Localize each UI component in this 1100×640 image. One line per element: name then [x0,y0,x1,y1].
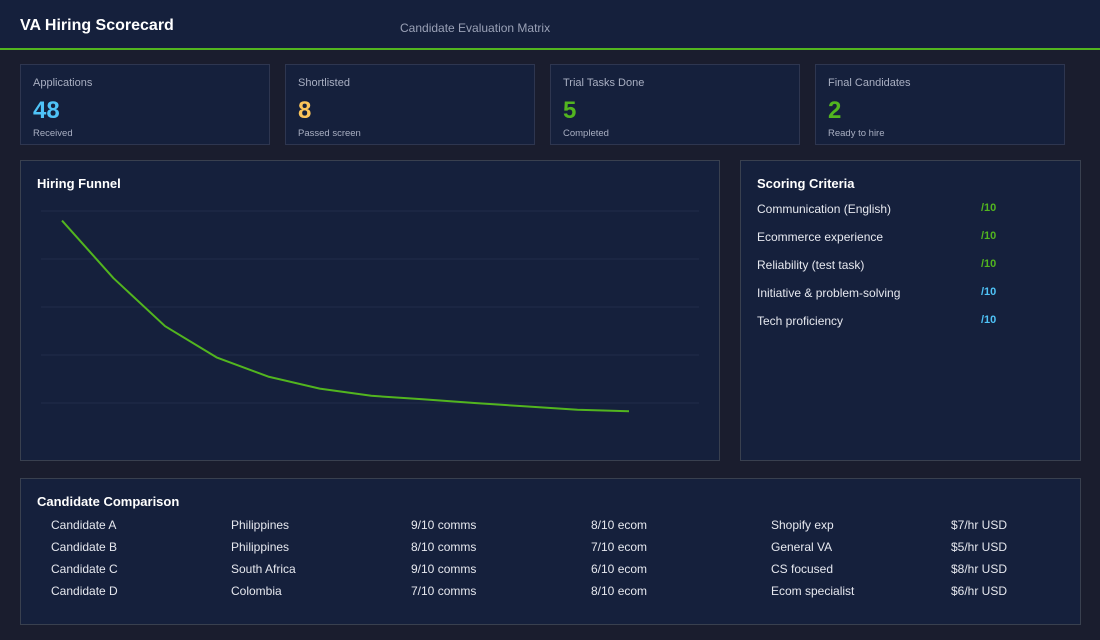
criteria-score: /10 [981,286,997,298]
candidate-comparison-panel: Candidate Comparison Candidate A Philipp… [20,478,1081,625]
funnel-title: Hiring Funnel [37,176,121,191]
candidate-ecom: 6/10 ecom [591,562,648,576]
comparison-title: Candidate Comparison [37,494,180,509]
kpi-value: 48 [33,97,60,124]
criteria-score: /10 [981,230,997,242]
kpi-label: Shortlisted [298,77,350,89]
kpi-card-shortlisted: Shortlisted 8 Passed screen [285,64,535,145]
candidate-comms: 7/10 comms [411,584,477,598]
criteria-score: /10 [981,314,997,326]
candidate-focus: Ecom specialist [771,584,855,598]
kpi-value: 8 [298,97,312,124]
scoring-criteria-panel: Scoring Criteria Communication (English)… [740,160,1081,461]
criteria-label: Communication (English) [757,202,892,216]
criteria-item: Communication (English) /10 [757,202,1067,218]
candidate-rate: $8/hr USD [951,562,1008,576]
candidate-name: Candidate A [51,518,117,532]
kpi-label: Trial Tasks Done [563,77,645,89]
criteria-score: /10 [981,258,997,270]
candidate-comms: 9/10 comms [411,562,477,576]
candidate-comms: 9/10 comms [411,518,477,532]
candidate-ecom: 7/10 ecom [591,540,648,554]
kpi-sub: Passed screen [298,128,361,139]
candidate-name: Candidate D [51,584,118,598]
candidate-country: Philippines [231,518,290,532]
criteria-label: Initiative & problem-solving [757,286,901,300]
candidate-ecom: 8/10 ecom [591,518,648,532]
criteria-title: Scoring Criteria [757,176,855,191]
kpi-card-trial-tasks: Trial Tasks Done 5 Completed [550,64,800,145]
kpi-card-applications: Applications 48 Received [20,64,270,145]
kpi-label: Applications [33,77,93,89]
criteria-item: Reliability (test task) /10 [757,258,1067,274]
table-row: Candidate D Colombia 7/10 comms 8/10 eco… [51,584,1071,600]
table-row: Candidate C South Africa 9/10 comms 6/10… [51,562,1071,578]
candidate-rate: $5/hr USD [951,540,1008,554]
table-row: Candidate A Philippines 9/10 comms 8/10 … [51,518,1071,534]
criteria-label: Tech proficiency [757,314,844,328]
funnel-chart [41,210,699,413]
kpi-value: 2 [828,97,842,124]
app-header: VA Hiring Scorecard Candidate Evaluation… [0,0,1100,50]
criteria-label: Ecommerce experience [757,230,884,244]
kpi-card-final-candidates: Final Candidates 2 Ready to hire [815,64,1065,145]
criteria-score: /10 [981,202,997,214]
candidate-country: South Africa [231,562,296,576]
candidate-ecom: 8/10 ecom [591,584,648,598]
hiring-funnel-panel: Hiring Funnel [20,160,720,461]
candidate-country: Philippines [231,540,290,554]
funnel-series-line [61,219,630,413]
candidate-rate: $6/hr USD [951,584,1008,598]
criteria-item: Tech proficiency /10 [757,314,1067,330]
kpi-sub: Ready to hire [828,128,885,139]
candidate-name: Candidate C [51,562,118,576]
kpi-sub: Received [33,128,73,139]
candidate-focus: General VA [771,540,833,554]
criteria-item: Ecommerce experience /10 [757,230,1067,246]
kpi-value: 5 [563,97,577,124]
app-subtitle: Candidate Evaluation Matrix [400,21,551,35]
candidate-focus: Shopify exp [771,518,834,532]
kpi-label: Final Candidates [828,77,911,89]
candidate-country: Colombia [231,584,282,598]
candidate-focus: CS focused [771,562,834,576]
candidate-comms: 8/10 comms [411,540,477,554]
criteria-item: Initiative & problem-solving /10 [757,286,1067,302]
table-row: Candidate B Philippines 8/10 comms 7/10 … [51,540,1071,556]
candidate-name: Candidate B [51,540,118,554]
kpi-sub: Completed [563,128,609,139]
app-title: VA Hiring Scorecard [20,17,174,34]
criteria-label: Reliability (test task) [757,258,865,272]
candidate-rate: $7/hr USD [951,518,1008,532]
